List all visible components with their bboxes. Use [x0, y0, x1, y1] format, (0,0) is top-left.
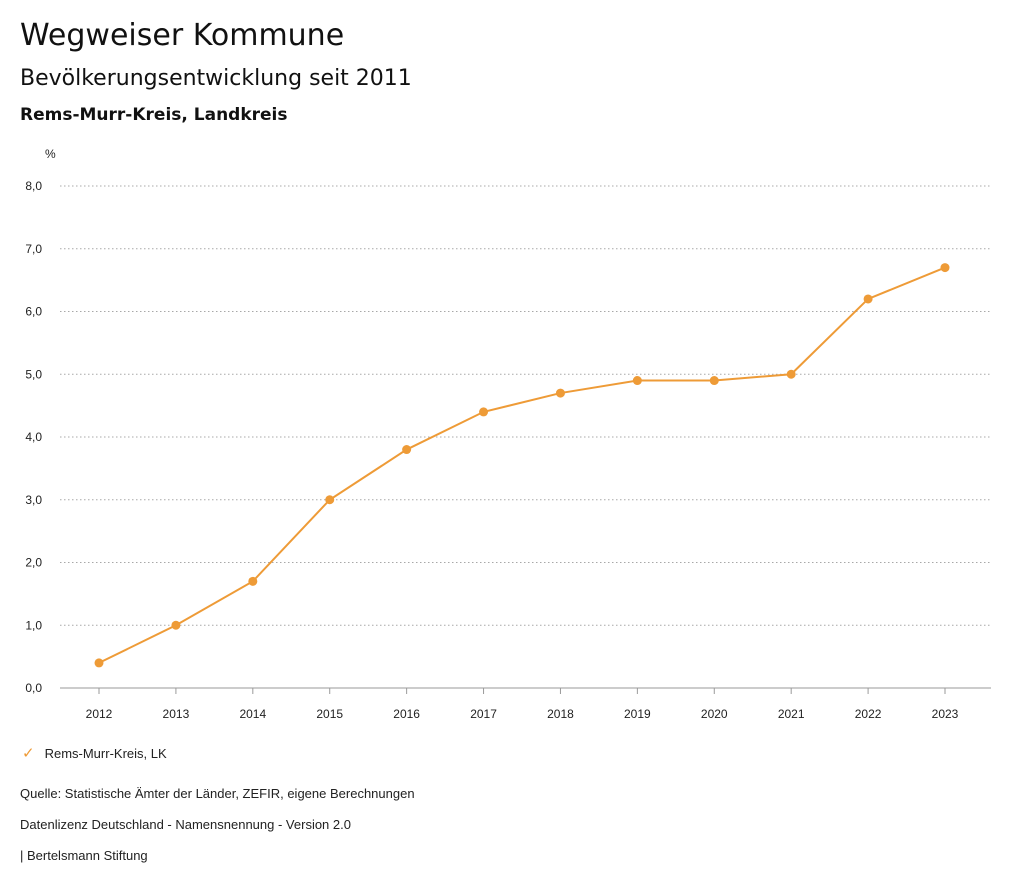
x-tick-label: 2014: [239, 707, 266, 721]
page-title: Wegweiser Kommune: [20, 18, 345, 53]
chart-subtitle: Bevölkerungsentwicklung seit 2011: [20, 66, 412, 91]
data-point[interactable]: [786, 369, 796, 379]
legend-label: Rems-Murr-Kreis, LK: [44, 746, 167, 761]
source-note: Quelle: Statistische Ämter der Länder, Z…: [20, 786, 415, 801]
x-axis: 2012 2013 2014 2015 2016 2017 2018 2019 2020 2021…: [86, 688, 959, 721]
data-point[interactable]: [325, 495, 335, 505]
y-tick-label: 2,0: [25, 556, 42, 570]
series-line: [98, 266, 946, 664]
check-icon: ✓: [22, 745, 35, 762]
x-tick-label: 2021: [778, 707, 805, 721]
x-tick-label: 2012: [86, 707, 113, 721]
x-tick-label: 2019: [624, 707, 651, 721]
license-note: Datenlizenz Deutschland - Namensnennung …: [20, 817, 351, 832]
x-tick-label: 2023: [932, 707, 959, 721]
y-tick-label: 8,0: [25, 179, 42, 193]
y-tick-label: 7,0: [25, 242, 42, 256]
gridlines: [60, 185, 991, 689]
x-tick-label: 2022: [855, 707, 882, 721]
data-point[interactable]: [940, 263, 950, 273]
y-axis-ticks: 0,0 1,0 2,0 3,0 4,0 5,0 6,0 7,0 8,0: [25, 179, 42, 695]
data-point[interactable]: [632, 376, 642, 386]
y-axis-unit: %: [45, 147, 56, 161]
data-point[interactable]: [555, 388, 565, 398]
publisher-note: | Bertelsmann Stiftung: [20, 848, 148, 863]
data-point[interactable]: [479, 407, 489, 417]
x-tick-label: 2020: [701, 707, 728, 721]
data-point[interactable]: [248, 576, 258, 586]
x-tick-label: 2018: [547, 707, 574, 721]
line-chart: % 0,01,02,03,04,05,06,07,08,0 2012 2013 20…: [25, 147, 991, 721]
y-tick-label: 1,0: [25, 618, 42, 632]
data-point[interactable]: [171, 620, 181, 630]
y-tick-label: 4,0: [25, 430, 42, 444]
x-tick-label: 2017: [470, 707, 497, 721]
x-tick-label: 2016: [393, 707, 420, 721]
y-tick-label: 5,0: [25, 367, 42, 381]
legend[interactable]: ✓ Rems-Murr-Kreis, LK: [22, 746, 167, 761]
y-tick-label: 0,0: [25, 681, 42, 695]
y-tick-label: 6,0: [25, 305, 42, 319]
series-group: [94, 263, 950, 668]
region-name: Rems-Murr-Kreis, Landkreis: [20, 105, 288, 125]
data-point[interactable]: [402, 445, 412, 455]
data-point[interactable]: [94, 658, 104, 668]
y-tick-label: 3,0: [25, 493, 42, 507]
x-tick-label: 2015: [316, 707, 343, 721]
x-tick-label: 2013: [163, 707, 190, 721]
data-point[interactable]: [863, 294, 873, 304]
data-point[interactable]: [709, 376, 719, 386]
